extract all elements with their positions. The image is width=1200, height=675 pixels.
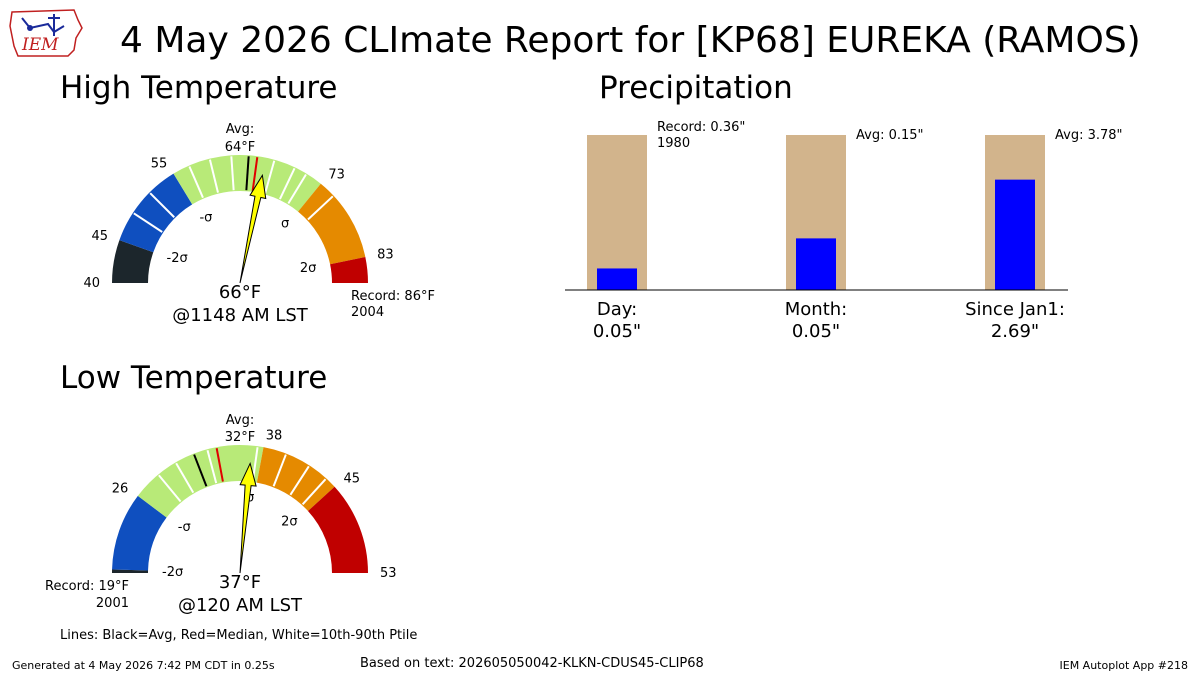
high-record-year: 2004 [351, 305, 384, 320]
app-footer: IEM Autoplot App #218 [1059, 659, 1189, 672]
lines-legend-note: Lines: Black=Avg, Red=Median, White=10th… [60, 628, 418, 643]
based-on-footer: Based on text: 202605050042-KLKN-CDUS45-… [360, 656, 704, 671]
low-tick-label-2: 45 [343, 472, 360, 487]
high-band-orange [298, 183, 366, 265]
low-band-orange [256, 447, 335, 512]
precip-label-month: Month: [785, 299, 847, 320]
precip-value-month: 0.05" [792, 321, 840, 342]
low-band-red [307, 486, 368, 573]
high-sigma-label-0: -2σ [167, 251, 188, 266]
high-tick-label-3: 73 [328, 167, 345, 182]
low-percentile-line-5 [289, 465, 310, 496]
low-record-year: 2001 [96, 596, 129, 611]
high-value-text: 66°F [219, 282, 261, 303]
low-temperature-gauge: 26 38 45 53 -2σ -σ σ 2σ Avg: 32°F 37°F @120 AM … [0, 400, 520, 625]
high-record-text: Record: 86°F [351, 289, 435, 304]
high-tick-label-4: 83 [377, 248, 394, 263]
precip-label-year: Since Jan1: [965, 299, 1065, 320]
low-time-text: @120 AM LST [178, 595, 303, 616]
precip-value-bar-year [995, 179, 1035, 290]
low-tick-label-0: 26 [112, 482, 129, 497]
high-tick-label-1: 45 [92, 229, 109, 244]
low-value-text: 37°F [219, 572, 261, 593]
precip-annotation-day: Record: 0.36" [657, 120, 745, 135]
low-tick-label-1: 38 [266, 428, 283, 443]
low-avg-value: 32°F [225, 430, 256, 445]
high-avg-label: Avg: [226, 122, 254, 137]
high-sigma-label-1: -σ [199, 210, 212, 225]
high-band-red [330, 256, 368, 283]
iowa-outline-icon: IEM [9, 9, 83, 57]
low-temperature-title: Low Temperature [60, 360, 328, 396]
low-percentile-line-0 [158, 474, 182, 503]
low-sigma-label-0: -2σ [162, 565, 183, 580]
low-record-text: Record: 19°F [45, 579, 129, 594]
high-temperature-title: High Temperature [60, 70, 338, 106]
high-percentile-line-8 [307, 195, 334, 221]
precipitation-chart: Day: 0.05" Month: 0.05" Since Jan1: 2.69… [540, 110, 1180, 350]
high-gauge-svg: 40 45 55 73 83 -2σ -σ σ 2σ Avg: 64°F 66°F @1148 … [83, 122, 435, 326]
high-band-dark [112, 240, 154, 283]
iem-logo: IEM [8, 6, 84, 60]
high-percentile-line-7 [287, 173, 307, 205]
precipitation-title: Precipitation [599, 70, 793, 106]
logo-text: IEM [21, 35, 59, 55]
low-gauge-svg: 26 38 45 53 -2σ -σ σ 2σ Avg: 32°F 37°F @120 AM … [45, 413, 397, 616]
low-band-blue [112, 495, 167, 571]
high-percentile-line-3 [208, 159, 219, 193]
high-percentile-line-5 [264, 160, 276, 194]
high-percentile-line-4 [230, 156, 235, 191]
high-tick-label-0: 40 [83, 276, 100, 291]
high-time-text: @1148 AM LST [172, 305, 309, 326]
low-median-line [215, 447, 224, 482]
low-sigma-label-3: 2σ [281, 514, 298, 529]
low-band-dark [112, 569, 149, 573]
low-percentile-line-6 [301, 478, 327, 505]
precip-svg: Day: 0.05" Month: 0.05" Since Jan1: 2.69… [565, 120, 1123, 342]
low-percentile-line-2 [206, 449, 218, 484]
precip-annotation-year: Avg: 3.78" [1055, 128, 1123, 143]
precip-value-bar-day [597, 268, 637, 290]
low-avg-label: Avg: [226, 413, 254, 428]
high-avg-line [245, 156, 250, 191]
precip-annotation-month: Avg: 0.15" [856, 128, 924, 143]
low-sigma-label-2: σ [246, 490, 254, 505]
precip-reference-bar-day [587, 135, 647, 290]
low-band-green [137, 445, 264, 518]
low-needle [239, 462, 257, 574]
low-tick-label-3: 53 [380, 566, 397, 581]
precip-value-bar-month [796, 238, 836, 290]
high-sigma-label-2: σ [281, 216, 289, 231]
precip-label-day: Day: [597, 299, 637, 320]
high-sigma-label-3: 2σ [300, 261, 317, 276]
high-avg-value: 64°F [225, 140, 256, 155]
precip-value-day: 0.05" [593, 321, 641, 342]
high-percentile-line-2 [188, 166, 204, 199]
generated-footer: Generated at 4 May 2026 7:42 PM CDT in 0… [12, 659, 275, 672]
low-avg-line [193, 454, 208, 487]
low-percentile-line-1 [175, 462, 195, 494]
high-temperature-gauge: 40 45 55 73 83 -2σ -σ σ 2σ Avg: 64°F 66°F @1148 … [0, 110, 520, 350]
high-needle [239, 173, 267, 284]
high-median-line [251, 157, 259, 192]
high-percentile-line-0 [133, 212, 163, 233]
page-title: 4 May 2026 CLImate Report for [KP68] EUR… [120, 20, 1141, 61]
precip-value-year: 2.69" [991, 321, 1039, 342]
high-band-blue [119, 173, 193, 253]
high-tick-label-2: 55 [151, 156, 168, 171]
precip-annotation-day-year: 1980 [657, 136, 690, 151]
high-percentile-line-6 [279, 167, 296, 200]
low-sigma-label-1: -σ [178, 520, 191, 535]
low-percentile-line-4 [272, 454, 287, 487]
high-percentile-line-1 [149, 192, 175, 218]
